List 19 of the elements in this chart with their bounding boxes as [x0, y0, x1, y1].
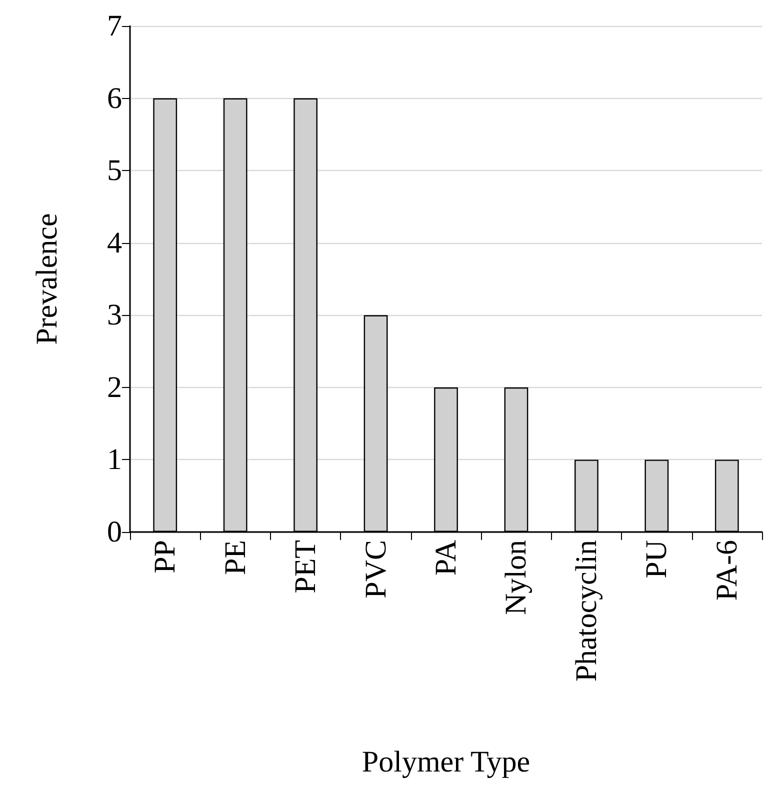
x-tick-label: PU [640, 540, 674, 578]
x-tick-label: Phatocyclin [570, 540, 603, 682]
y-axis-title: Prevalence [30, 213, 64, 345]
y-tick-label: 7 [107, 10, 122, 42]
y-tick-label: 4 [107, 226, 122, 260]
x-tick-label: PA [430, 540, 462, 576]
x-tick-label: PET [289, 540, 322, 594]
x-tick-label: PA-6 [710, 540, 744, 601]
x-tick-label: PE [218, 540, 252, 576]
x-axis-title: Polymer Type [362, 746, 530, 778]
y-tick-label: 3 [107, 298, 122, 332]
y-tick-label: 2 [107, 370, 122, 404]
y-tick-label: 0 [107, 516, 122, 548]
x-tick-label: PP [148, 540, 182, 574]
x-tick-label: Nylon [500, 540, 533, 615]
y-tick-label: 5 [107, 154, 122, 188]
y-tick-label: 1 [107, 443, 122, 476]
y-tick-label: 6 [107, 82, 122, 115]
x-tick-label: PVC [359, 540, 392, 598]
